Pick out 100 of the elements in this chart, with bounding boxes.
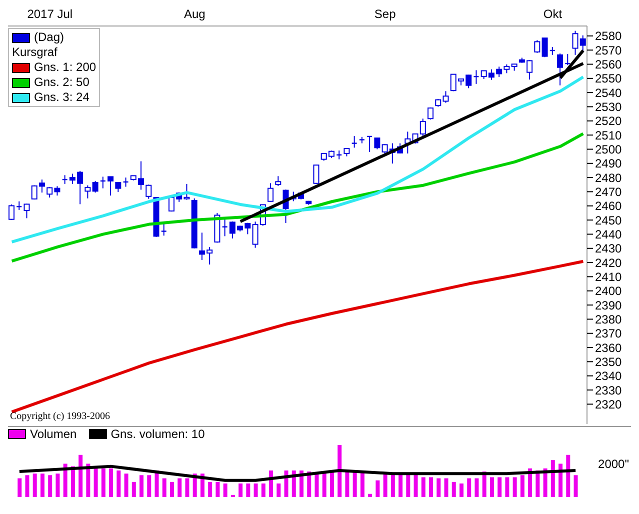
bar [459,483,464,497]
bar [208,482,212,497]
legend-label: Gns. 2: 50 [33,75,90,90]
bar [338,445,342,497]
bar [390,474,395,497]
bar [185,478,190,497]
bar [238,483,243,497]
bar [429,477,434,497]
bar [550,460,555,497]
y-tick-label: 2420 [595,256,622,270]
bar [376,480,380,497]
y-tick-label: 2370 [595,326,622,341]
bar [444,478,448,497]
bar [345,472,350,497]
y-tick-label: 2490 [595,156,622,171]
legend-label: Gns. 3: 24 [33,90,90,105]
bar [40,474,44,497]
y-tick-label: 2540 [595,86,622,100]
bar [505,477,510,497]
candlestick [24,203,30,219]
bar [86,464,90,497]
candlestick [92,180,98,194]
candlestick [534,40,540,54]
candlestick [222,218,228,237]
bar [223,483,228,497]
y-tick-label: 2570 [595,43,622,58]
y-tick-label: 2530 [595,100,622,114]
bar [216,482,220,497]
candlestick [428,106,434,120]
bar [56,474,60,497]
bar [352,472,357,497]
legend-label: Gns. volumen: 10 [110,427,205,441]
line-series [10,132,585,263]
bar [109,468,114,497]
candlestick [115,182,122,192]
bar [452,482,456,497]
bar [474,478,479,497]
y-tick-label: 2390 [595,298,622,312]
x-tick-label: Aug [184,7,206,21]
candlestick [374,137,380,150]
bar [246,483,250,497]
candlestick [84,184,91,199]
bar [406,474,410,497]
bar [383,474,388,497]
y-tick-label: 2480 [595,170,622,185]
y-tick-label: 2330 [595,383,622,398]
bar [32,474,37,497]
y-tick-label: 2470 [595,184,622,199]
bar [421,477,426,497]
bar [276,483,281,497]
y-tick-label: 2520 [595,114,622,128]
y-tick-label: 2380 [595,312,622,326]
bar [162,478,166,497]
legend-title: Kursgraf [12,45,58,60]
bar [498,477,502,497]
y-tick-label: 2450 [595,213,622,228]
bar [124,474,128,497]
y-tick-label: 2460 [595,199,622,214]
candlestick [268,182,274,202]
bar [467,478,472,497]
candlestick [275,176,282,187]
annotation: Copyright (c) 1993-2006 [10,411,110,422]
y-tick-label: 2320 [595,397,622,412]
line-series [10,75,585,244]
bar [512,477,517,497]
bar [147,475,152,497]
bar [178,478,182,497]
y-tick-label: 2510 [595,128,622,142]
x-tick-label: 2017 Jul [27,7,73,21]
bar [101,468,106,497]
y-tick-label: 2360 [595,340,622,355]
legend-label: (Dag) [33,30,66,45]
y-tick-label: 2350 [595,354,622,369]
legend-label: Volumen [29,427,77,441]
y-tick-label: 2550 [595,72,622,86]
bar [254,483,258,497]
bar [398,474,403,497]
candlestick [146,184,152,200]
bar [18,478,22,497]
y-tick-label: 2400 [595,284,622,298]
y-tick-label: 2440 [595,227,622,242]
bar [520,475,524,497]
bar [140,475,144,497]
x-tick-label: Sep [374,7,396,21]
y-tick-label: 2410 [595,270,622,284]
bar [170,482,174,497]
candlestick [542,37,548,58]
bar [63,464,68,497]
candlestick [557,52,564,86]
legend-label: Gns. 1: 200 [33,60,96,75]
candlestick [351,136,358,148]
candlestick [160,222,167,236]
line-series [10,260,585,414]
bar [566,454,570,497]
y-tick-label: 2430 [595,242,622,256]
text: 2000" [598,457,629,471]
bar [25,475,30,497]
bar [314,474,319,497]
bar [48,475,52,497]
bar [490,477,494,497]
